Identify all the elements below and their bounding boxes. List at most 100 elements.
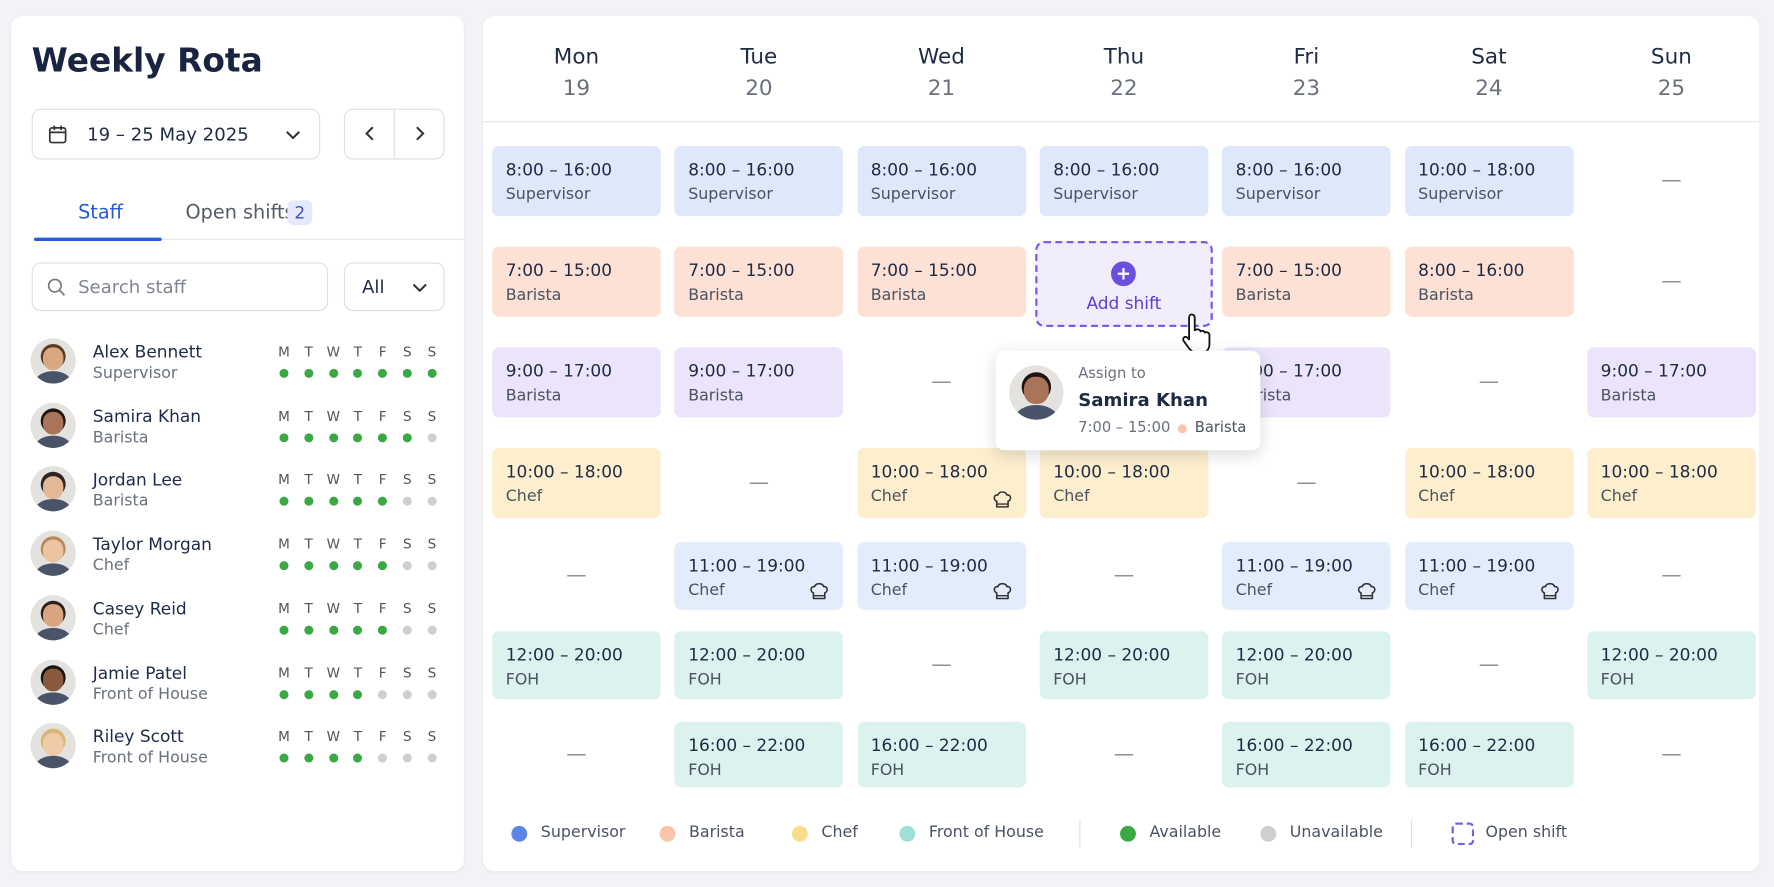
day-letter: F <box>378 600 387 617</box>
shift-card[interactable]: 7:00 – 15:00 Barista <box>492 246 661 317</box>
availability-dot <box>427 432 437 443</box>
day-letter: T <box>353 536 363 553</box>
shift-card[interactable]: 7:00 – 15:00 Barista <box>857 246 1026 317</box>
avatar-shoulders <box>35 371 72 384</box>
shift-card[interactable]: 11:00 – 19:00 Chef <box>1404 541 1574 610</box>
availability-dot <box>304 497 314 507</box>
avatar-face <box>42 540 64 563</box>
shift-card[interactable]: 12:00 – 20:00 FOH <box>1587 631 1756 700</box>
shift-role: Chef <box>870 487 908 506</box>
shift-role: FOH <box>870 761 905 780</box>
shift-card[interactable]: 10:00 – 18:00 Chef <box>857 448 1026 519</box>
shift-time: 8:00 – 16:00 <box>1418 260 1525 281</box>
popup-name[interactable]: Samira Khan <box>1078 389 1208 411</box>
staff-name[interactable]: Jamie Patel <box>92 662 187 683</box>
day-name: Thu <box>1103 44 1145 70</box>
shift-card[interactable]: 10:00 – 18:00 Chef <box>1587 448 1756 519</box>
availability-dot <box>279 368 289 378</box>
day-letter: T <box>353 472 363 489</box>
tab-open-shifts[interactable]: Open shifts <box>185 201 295 225</box>
legend-separator <box>1079 820 1081 848</box>
filter-dropdown[interactable]: All <box>343 262 445 312</box>
chef-icon <box>809 582 829 606</box>
shift-card[interactable]: 11:00 – 19:00 Chef <box>857 541 1026 610</box>
availability-dot <box>402 432 412 443</box>
shift-time: 9:00 – 17:00 <box>688 360 795 382</box>
shift-card[interactable]: 7:00 – 15:00 Barista <box>1222 246 1391 317</box>
availability-dot <box>378 625 388 635</box>
day-letter: T <box>353 408 363 424</box>
availability-dot <box>402 368 412 378</box>
next-week-button[interactable] <box>395 110 445 159</box>
shift-card[interactable]: 16:00 – 22:00 FOH <box>857 721 1026 788</box>
shift-card[interactable]: 16:00 – 22:00 FOH <box>1222 721 1391 788</box>
day-date: 22 <box>1110 75 1138 101</box>
staff-name[interactable]: Taylor Morgan <box>92 534 212 555</box>
shift-card[interactable]: 12:00 – 20:00 FOH <box>674 631 844 700</box>
shift-time: 10:00 – 18:00 <box>1053 461 1171 482</box>
day-letter: S <box>427 343 437 360</box>
staff-name[interactable]: Casey Reid <box>92 598 187 619</box>
shift-card[interactable]: 10:00 – 18:00 Chef <box>492 448 661 519</box>
shift-card[interactable]: 9:00 – 17:00 Barista <box>492 347 661 418</box>
shift-card[interactable]: 7:00 – 15:00 Barista <box>674 246 844 317</box>
shift-card[interactable]: 8:00 – 16:00 Barista <box>1404 246 1574 317</box>
legend-dot <box>1260 825 1277 842</box>
open-shift-slot[interactable]: Add shift <box>1035 240 1213 327</box>
shift-time: 10:00 – 18:00 <box>1418 461 1536 482</box>
avatar-face <box>42 476 64 499</box>
availability-dot <box>427 368 437 378</box>
shift-card[interactable]: 10:00 – 18:00 Chef <box>1039 448 1209 519</box>
staff-name[interactable]: Jordan Lee <box>92 469 183 491</box>
avatar <box>30 466 76 512</box>
availability-dot <box>353 625 363 635</box>
chef-icon <box>1357 582 1377 606</box>
shift-card[interactable]: 8:00 – 16:00 Supervisor <box>492 145 661 217</box>
chevron-down <box>284 126 302 149</box>
availability-dot <box>427 561 437 571</box>
day-letter: T <box>304 472 313 489</box>
shift-card[interactable]: 8:00 – 16:00 Supervisor <box>857 145 1026 217</box>
search-box[interactable]: Search staff <box>31 262 329 312</box>
shift-card[interactable]: 9:00 – 17:00 Barista <box>674 347 844 418</box>
prev-week-button[interactable] <box>345 109 395 159</box>
availability-dot <box>304 689 314 699</box>
avatar <box>30 594 76 641</box>
shift-card[interactable]: 10:00 – 18:00 Chef <box>1404 448 1574 519</box>
staff-name[interactable]: Alex Bennett <box>92 341 203 363</box>
shift-role: FOH <box>1053 670 1087 690</box>
shift-time: 10:00 – 18:00 <box>1600 461 1718 482</box>
day-letter: S <box>402 664 412 681</box>
day-name: Mon <box>553 44 600 70</box>
shift-card[interactable]: 12:00 – 20:00 FOH <box>1222 631 1391 700</box>
shift-card[interactable]: 16:00 – 22:00 FOH <box>674 721 844 788</box>
staff-name[interactable]: Riley Scott <box>92 726 184 747</box>
avatar <box>1009 365 1064 420</box>
shift-card[interactable]: 11:00 – 19:00 Chef <box>1222 541 1391 610</box>
shift-card[interactable]: 9:00 – 17:00 Barista <box>1587 347 1756 418</box>
availability-dot <box>353 753 363 763</box>
avatar-face <box>42 347 64 371</box>
shift-card[interactable]: 16:00 – 22:00 FOH <box>1404 721 1574 788</box>
shift-card[interactable]: 8:00 – 16:00 Supervisor <box>1039 145 1209 217</box>
tab-underline <box>33 237 162 241</box>
shift-card[interactable]: 12:00 – 20:00 FOH <box>492 631 661 700</box>
day-letter: S <box>402 728 412 745</box>
day-letter: F <box>378 343 387 360</box>
shift-time: 8:00 – 16:00 <box>505 159 613 180</box>
shift-time: 12:00 – 20:00 <box>505 644 623 666</box>
date-picker[interactable]: 19 – 25 May 2025 <box>31 108 321 160</box>
shift-card[interactable]: 10:00 – 18:00 Supervisor <box>1404 145 1574 217</box>
legend-label: Supervisor <box>540 823 626 842</box>
shift-card[interactable]: 12:00 – 20:00 FOH <box>1039 631 1209 700</box>
shift-card[interactable]: 8:00 – 16:00 Supervisor <box>1222 145 1391 217</box>
tab-staff[interactable]: Staff <box>78 201 123 225</box>
day-letter: T <box>304 600 313 617</box>
day-letter: M <box>278 343 290 360</box>
staff-name[interactable]: Samira Khan <box>92 405 202 427</box>
shift-card[interactable]: 8:00 – 16:00 Supervisor <box>674 145 844 217</box>
shift-time: 16:00 – 22:00 <box>1235 735 1353 756</box>
availability-dot <box>353 368 363 378</box>
shift-card[interactable]: 11:00 – 19:00 Chef <box>674 541 844 610</box>
shift-role: Chef <box>870 581 908 600</box>
